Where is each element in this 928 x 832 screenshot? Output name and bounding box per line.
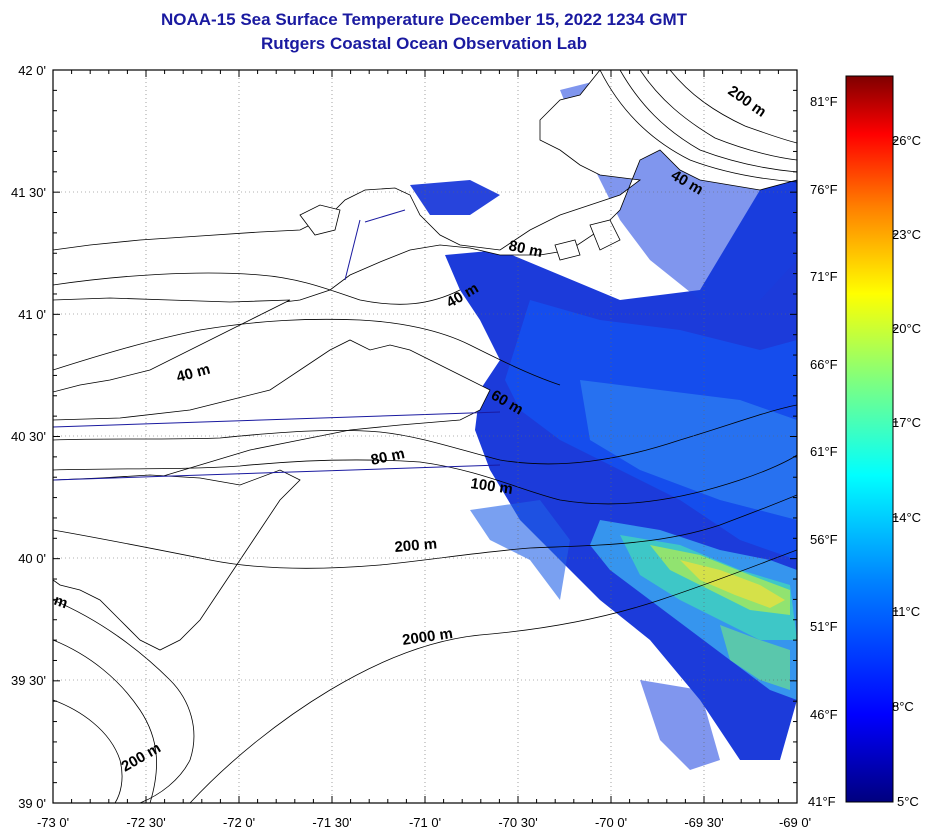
celsius-label: 14°C xyxy=(892,510,921,525)
lat-label: 41 30' xyxy=(11,185,46,200)
contour-label: m xyxy=(52,592,70,613)
fahrenheit-label: 81°F xyxy=(810,94,838,109)
contour-label: 80 m xyxy=(507,237,544,261)
fahrenheit-label: 46°F xyxy=(810,707,838,722)
lon-label: -73 0' xyxy=(37,815,69,830)
lat-label: 39 30' xyxy=(11,673,46,688)
latitude-labels: 42 0' 41 30' 41 0' 40 30' 40 0' 39 30' 3… xyxy=(11,63,46,811)
celsius-label: 23°C xyxy=(892,227,921,242)
celsius-labels: 26°C 23°C 20°C 17°C 14°C 11°C 8°C 5°C xyxy=(892,133,921,809)
contour-label: 40 m xyxy=(175,361,212,386)
lat-label: 40 30' xyxy=(11,429,46,444)
sst-data-field xyxy=(410,80,797,770)
lon-label: -69 0' xyxy=(779,815,811,830)
lat-label: 41 0' xyxy=(18,307,46,322)
celsius-label: 8°C xyxy=(892,699,914,714)
traffic-lanes xyxy=(53,209,501,481)
fahrenheit-labels: 81°F 76°F 71°F 66°F 61°F 56°F 51°F 46°F … xyxy=(808,94,838,809)
lon-label: -69 30' xyxy=(684,815,723,830)
fahrenheit-label: 56°F xyxy=(810,532,838,547)
celsius-label: 5°C xyxy=(897,794,919,809)
lon-label: -71 0' xyxy=(409,815,441,830)
contour-label: 200 m xyxy=(119,739,164,775)
lon-label: -71 30' xyxy=(312,815,351,830)
lat-label: 39 0' xyxy=(18,796,46,811)
contour-label: 100 m xyxy=(469,475,513,498)
lon-label: -70 0' xyxy=(595,815,627,830)
contour-label: 200 m xyxy=(394,535,438,556)
fahrenheit-label: 71°F xyxy=(810,269,838,284)
map-subtitle: Rutgers Coastal Ocean Observation Lab xyxy=(261,34,587,53)
lat-label: 40 0' xyxy=(18,551,46,566)
celsius-label: 26°C xyxy=(892,133,921,148)
celsius-label: 17°C xyxy=(892,415,921,430)
fahrenheit-label: 76°F xyxy=(810,182,838,197)
fahrenheit-label: 61°F xyxy=(810,444,838,459)
fahrenheit-label: 66°F xyxy=(810,357,838,372)
contour-label: 2000 m xyxy=(401,625,454,649)
map-grid xyxy=(53,70,797,803)
colorbar xyxy=(845,75,894,803)
contour-label: 80 m xyxy=(369,445,406,469)
lon-label: -72 30' xyxy=(126,815,165,830)
axis-ticks xyxy=(52,69,798,804)
colorbar-ticks xyxy=(893,139,898,707)
fahrenheit-label: 41°F xyxy=(808,794,836,809)
lon-label: -72 0' xyxy=(223,815,255,830)
celsius-label: 20°C xyxy=(892,321,921,336)
map-title: NOAA-15 Sea Surface Temperature December… xyxy=(161,10,687,29)
celsius-label: 11°C xyxy=(892,604,920,619)
fahrenheit-label: 51°F xyxy=(810,619,838,634)
lon-label: -70 30' xyxy=(498,815,537,830)
lat-label: 42 0' xyxy=(18,63,46,78)
longitude-labels: -73 0' -72 30' -72 0' -71 30' -71 0' -70… xyxy=(37,815,811,830)
